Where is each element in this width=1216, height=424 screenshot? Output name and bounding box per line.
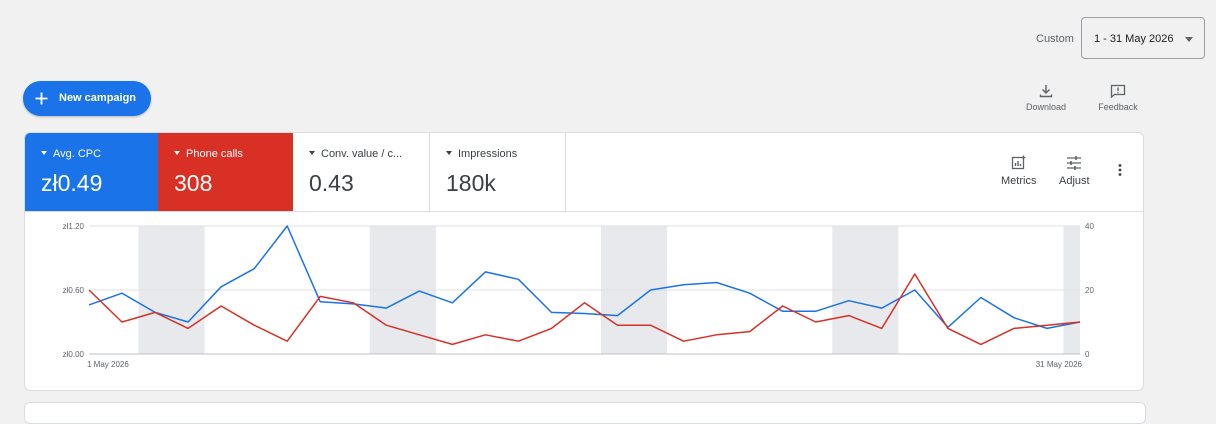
scorecard-phone-calls[interactable]: Phone calls 308 [158,133,293,211]
y-right-tick-label: 40 [1085,222,1094,231]
scorecard-phone-calls-label: Phone calls [186,148,243,160]
feedback-button[interactable]: Feedback [1088,84,1148,112]
scorecard-conv-value[interactable]: Conv. value / c... 0.43 [293,133,430,211]
scorecard-row: Avg. CPC zł0.49 Phone calls 308 Conv. va… [25,133,1143,212]
more-vert-icon[interactable] [1113,163,1127,177]
metrics-icon [1011,155,1026,170]
dropdown-arrow-icon [446,151,452,155]
dropdown-arrow-icon [1185,37,1193,42]
adjust-button[interactable]: Adjust [1059,155,1090,187]
scorecard-phone-calls-name: Phone calls [174,148,243,160]
x-tick-label: 31 May 2026 [1036,360,1083,369]
metrics-button[interactable]: Metrics [1001,155,1036,187]
scorecard-impressions-value: 180k [446,170,496,196]
download-label: Download [1025,102,1067,112]
y-right-tick-label: 0 [1085,350,1090,359]
new-campaign-button[interactable]: New campaign [23,81,151,116]
scorecard-phone-calls-value: 308 [174,170,213,196]
dropdown-arrow-icon [309,151,315,155]
feedback-icon [1110,84,1126,98]
metrics-label: Metrics [1001,175,1037,187]
scorecard-avg-cpc-label: Avg. CPC [53,148,102,160]
scorecard-impressions[interactable]: Impressions 180k [430,133,566,211]
performance-chart: zł0.00 zł0.60 zł1.20 0 20 40 1 May 2026 31 May … [63,222,1095,369]
scorecard-conv-value-value: 0.43 [309,170,354,196]
tune-icon [1067,156,1082,170]
y-left-tick-label: zł0.60 [63,286,85,295]
download-icon [1039,85,1053,98]
download-button[interactable]: Download [1016,84,1076,112]
feedback-label: Feedback [1098,102,1138,112]
plus-icon [35,92,48,105]
y-left-tick-label: zł0.00 [63,350,85,359]
new-campaign-label: New campaign [59,92,137,104]
dropdown-arrow-icon [174,151,180,155]
scorecard-avg-cpc-name: Avg. CPC [41,148,101,160]
adjust-label: Adjust [1059,175,1090,187]
y-right-tick-label: 20 [1085,286,1094,295]
scorecard-conv-value-label: Conv. value / c... [321,148,403,160]
date-range-value: 1 - 31 May 2026 [1094,33,1174,45]
avg-cpc-series-line [88,225,1081,330]
scorecard-avg-cpc-value: zł0.49 [41,170,103,196]
scorecard-impressions-label: Impressions [458,148,518,160]
scorecard-avg-cpc[interactable]: Avg. CPC zł0.49 [25,133,158,211]
date-range-select[interactable]: 1 - 31 May 2026 [1081,17,1205,59]
scorecard-conv-value-name: Conv. value / c... [309,148,402,160]
date-range-label: Custom [1036,33,1074,45]
y-left-tick-label: zł1.20 [63,222,85,231]
dropdown-arrow-icon [41,151,47,155]
phone-calls-series-line [88,273,1081,346]
scorecard-impressions-name: Impressions [446,148,517,160]
performance-card: Avg. CPC zł0.49 Phone calls 308 Conv. va… [24,132,1144,391]
next-card [24,402,1146,424]
x-tick-label: 1 May 2026 [87,360,129,369]
